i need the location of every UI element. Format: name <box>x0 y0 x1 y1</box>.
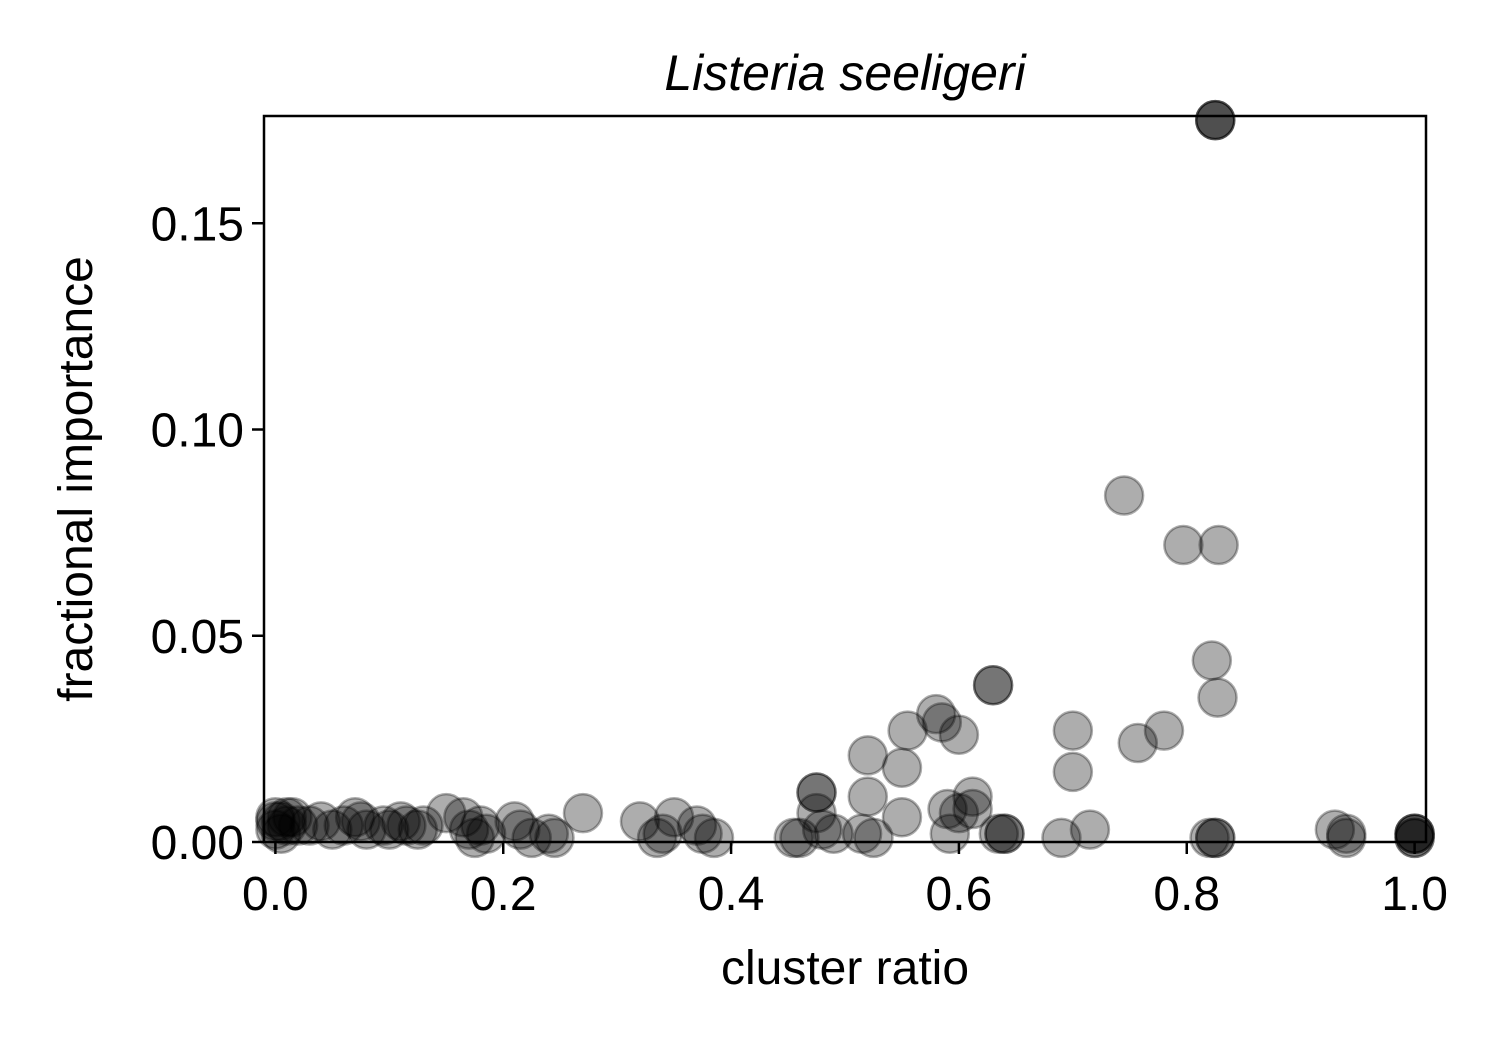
scatter-point <box>847 776 889 817</box>
scatter-point <box>380 801 421 842</box>
scatter-point <box>1052 710 1094 751</box>
scatter-point <box>636 817 678 859</box>
scatter-point <box>1143 710 1185 751</box>
scatter-point <box>1314 809 1356 850</box>
scatter-point <box>1191 640 1233 681</box>
scatter-point <box>796 792 837 834</box>
scatter-point <box>1069 809 1111 850</box>
scatter-point <box>534 817 575 859</box>
x-tick-label: 0.2 <box>470 868 537 921</box>
scatter-point <box>511 817 552 859</box>
scatter-point <box>1189 817 1230 859</box>
scatter-point <box>289 805 330 846</box>
scatter-point <box>972 665 1014 706</box>
scatter-point <box>915 693 957 735</box>
scatter-point <box>796 772 837 813</box>
scatter-point <box>1197 677 1238 718</box>
scatter-point <box>779 817 820 859</box>
scatter-point <box>369 809 410 850</box>
scatter-points <box>255 99 1435 859</box>
scatter-point <box>693 817 735 859</box>
scatter-point <box>300 801 342 842</box>
x-tick-label: 1.0 <box>1381 868 1448 921</box>
y-axis-ticks: 0.00 0.05 0.10 0.15 <box>151 198 264 870</box>
y-tick-label: 0.05 <box>151 611 244 664</box>
scatter-point <box>952 776 993 817</box>
scatter-point <box>1052 751 1094 793</box>
scatter-point <box>853 817 894 859</box>
scatter-point <box>847 735 889 776</box>
y-tick-label: 0.10 <box>151 405 244 458</box>
chart-title: Listeria seeligeri <box>664 45 1027 101</box>
scatter-point <box>403 805 444 846</box>
scatter-point <box>1041 817 1082 859</box>
scatter-point <box>334 797 376 838</box>
x-tick-label: 0.4 <box>698 868 765 921</box>
scatter-point <box>801 809 843 850</box>
scatter-point <box>921 702 963 743</box>
scatter-point <box>454 817 496 859</box>
scatter-point <box>938 714 980 755</box>
x-tick-label: 0.6 <box>926 868 993 921</box>
scatter-point <box>323 805 364 846</box>
scatter-point <box>1117 722 1159 764</box>
y-tick-label: 0.00 <box>151 817 244 870</box>
scatter-point <box>952 788 993 830</box>
scatter-point <box>277 805 319 846</box>
scatter-point <box>1194 817 1236 859</box>
scatter-point <box>881 747 923 788</box>
scatter-point <box>255 797 296 838</box>
scatter-point <box>500 809 541 850</box>
scatter-point <box>494 801 535 842</box>
scatter-point <box>266 797 308 838</box>
scatter-point <box>386 805 427 846</box>
scatter-point <box>272 797 313 838</box>
scatter-point <box>676 805 718 846</box>
x-axis-ticks: 0.0 0.2 0.4 0.6 0.8 1.0 <box>242 842 1448 921</box>
scatter-point <box>1326 817 1367 859</box>
scatter-point <box>448 809 490 850</box>
scatter-point <box>426 792 467 834</box>
y-axis-label: fractional importance <box>50 256 103 702</box>
scatter-point <box>1194 99 1236 141</box>
scatter-point <box>929 813 971 854</box>
scatter-point <box>363 805 404 846</box>
scatter-point <box>773 817 814 859</box>
scatter-point <box>927 788 968 830</box>
scatter-point <box>346 809 387 850</box>
scatter-point <box>1198 524 1239 566</box>
scatter-point <box>796 772 837 813</box>
plot-frame <box>262 114 1428 844</box>
scatter-point <box>653 797 695 838</box>
scatter-point <box>972 665 1014 706</box>
scatter-point <box>255 801 296 842</box>
scatter-point <box>266 805 308 846</box>
scatter-point <box>443 797 484 838</box>
y-tick-label: 0.15 <box>151 198 244 251</box>
scatter-point <box>312 809 353 850</box>
scatter-point <box>460 805 501 846</box>
scatter-point <box>562 792 604 834</box>
scatter-point <box>1194 99 1236 141</box>
scatter-point <box>1394 817 1435 859</box>
scatter-point <box>938 792 980 834</box>
x-tick-label: 0.8 <box>1153 868 1220 921</box>
scatter-point <box>1163 524 1204 566</box>
scatter-point <box>881 797 923 838</box>
x-tick-label: 0.0 <box>242 868 309 921</box>
scatter-point <box>887 710 928 751</box>
scatter-point <box>1194 99 1236 141</box>
scatter-point <box>619 801 661 842</box>
scatter-point <box>397 809 439 850</box>
scatter-point <box>1194 817 1236 859</box>
scatter-point <box>978 813 1020 854</box>
scatter-point <box>260 801 302 842</box>
scatter-point <box>340 801 382 842</box>
scatter-point <box>1103 475 1145 516</box>
x-axis-label: cluster ratio <box>721 942 969 995</box>
scatter-point <box>1394 817 1435 859</box>
